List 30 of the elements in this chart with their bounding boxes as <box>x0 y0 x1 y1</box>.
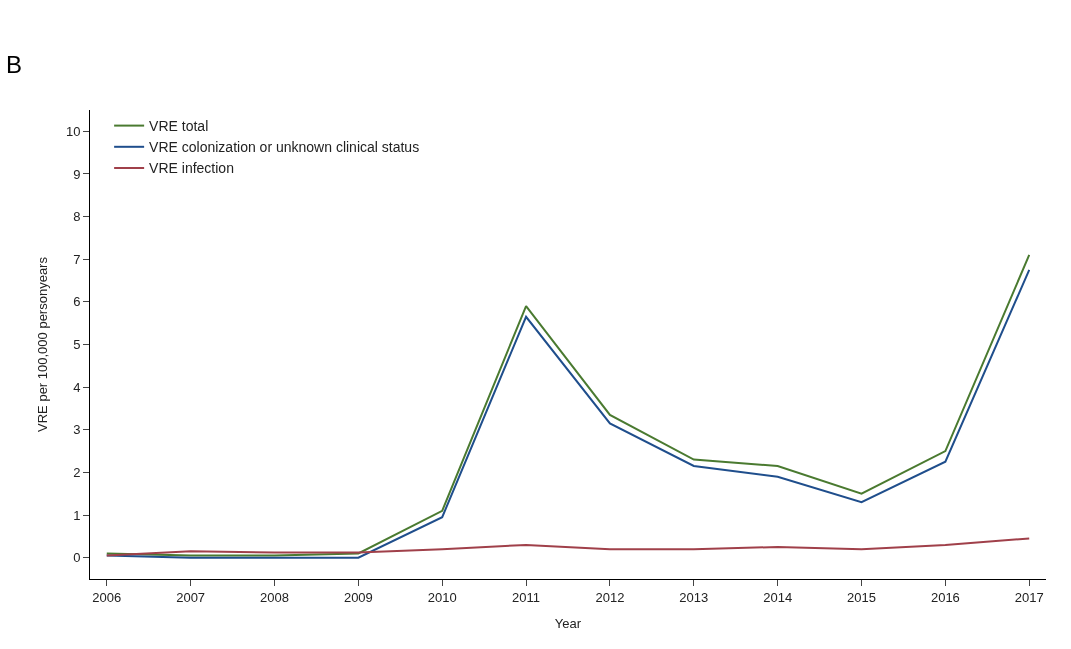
legend-label: VRE colonization or unknown clinical status <box>149 139 420 156</box>
x-tick-label: 2012 <box>595 589 625 605</box>
x-tick-label: 2015 <box>847 589 876 605</box>
y-tick-label: 7 <box>73 251 81 267</box>
x-tick-label: 2010 <box>427 589 457 605</box>
y-tick-label: 2 <box>73 464 81 480</box>
text: B <box>6 51 23 78</box>
x-tick-label: 2014 <box>763 589 793 605</box>
y-tick-label: 0 <box>73 550 81 566</box>
x-tick-label: 2008 <box>260 589 289 605</box>
legend-label: VRE infection <box>149 160 234 177</box>
y-tick-label: 4 <box>73 379 81 395</box>
x-tick-label: 2011 <box>512 589 541 605</box>
x-axis-title: Year <box>554 616 582 632</box>
y-tick-label: 5 <box>73 337 81 353</box>
y-tick-label: 3 <box>73 422 81 438</box>
line-series <box>105 537 1031 557</box>
y-tick-label: 9 <box>73 166 81 182</box>
x-tick-label: 2009 <box>343 589 373 605</box>
y-tick-label: 6 <box>73 294 81 310</box>
y-tick-label: 1 <box>73 507 81 523</box>
x-tick-label: 2006 <box>92 589 122 605</box>
y-tick-label: 10 <box>65 123 81 139</box>
legend-label: VRE total <box>149 118 209 135</box>
y-axis-title: VRE per 100,000 personyears <box>34 256 50 432</box>
x-tick-label: 2016 <box>930 589 960 605</box>
x-tick-label: 2007 <box>176 589 206 605</box>
x-tick-label: 2017 <box>1014 589 1044 605</box>
x-tick-label: 2013 <box>679 589 709 605</box>
y-tick-label: 8 <box>73 209 81 225</box>
